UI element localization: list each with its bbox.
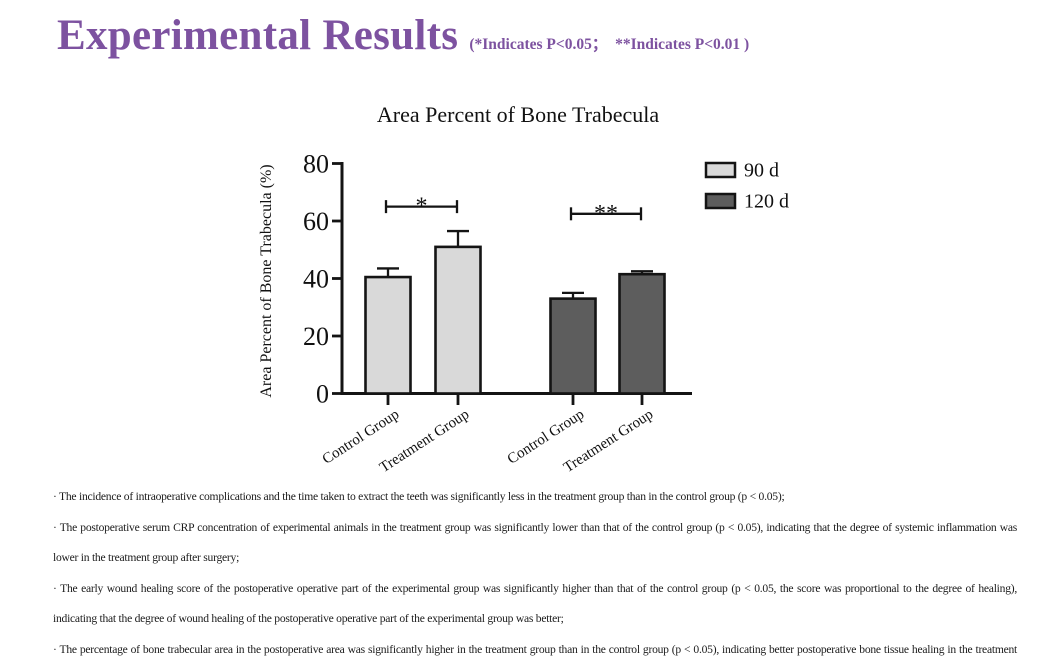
note-bullet: · The incidence of intraoperative compli… bbox=[53, 490, 785, 503]
slide-header: Experimental Results (*Indicates P<0.05；… bbox=[57, 12, 749, 59]
y-tick-label: 40 bbox=[303, 265, 329, 294]
legend-label: 120 d bbox=[744, 191, 789, 213]
y-tick-label: 60 bbox=[303, 207, 329, 236]
note-bullet: · The percentage of bone trabecular area… bbox=[53, 642, 1017, 656]
bar-treatment-group-90-d bbox=[434, 245, 482, 395]
significance-note: (*Indicates P<0.05； **Indicates P<0.01 ) bbox=[469, 36, 750, 53]
significance-label: * bbox=[416, 194, 428, 220]
y-tick-label: 0 bbox=[316, 380, 329, 409]
bar-control-group-90-d bbox=[364, 275, 412, 395]
note-bullet: · The postoperative serum CRP concentrat… bbox=[53, 520, 1017, 565]
legend-swatch-120-d bbox=[704, 192, 737, 210]
notes-section: · The incidence of intraoperative compli… bbox=[53, 482, 1017, 669]
y-tick-label: 20 bbox=[303, 322, 329, 351]
bar-treatment-group-120-d bbox=[618, 272, 666, 395]
bar-control-group-120-d bbox=[549, 297, 597, 395]
chart-title: Area Percent of Bone Trabecula bbox=[377, 102, 659, 127]
note-bullet: · The early wound healing score of the p… bbox=[53, 581, 1017, 626]
legend-swatch-90-d bbox=[704, 161, 737, 179]
page-title: Experimental Results bbox=[57, 12, 459, 59]
legend-label: 90 d bbox=[744, 160, 779, 182]
significance-label: ** bbox=[594, 201, 618, 227]
y-axis-label: Area Percent of Bone Trabecula (%) bbox=[258, 164, 275, 397]
y-tick-label: 80 bbox=[303, 150, 329, 179]
